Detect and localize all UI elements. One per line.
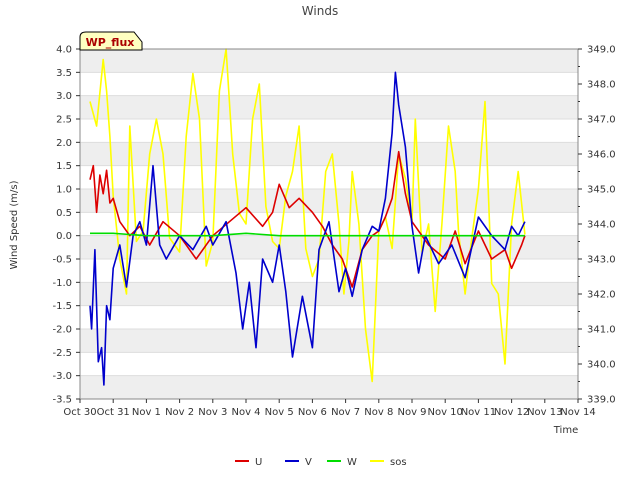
- y-tick-label: -3.5: [52, 395, 72, 406]
- badge-label: WP_flux: [86, 36, 135, 49]
- x-axis-label: Time: [553, 425, 578, 436]
- series-line-u: [89, 150, 526, 288]
- y2-tick-label: 349.0: [587, 45, 616, 56]
- x-tick-label: Nov 10: [427, 407, 462, 418]
- series-layer: [89, 48, 526, 386]
- x-tick-label: Nov 8: [364, 407, 393, 418]
- y-tick-label: -1.5: [52, 301, 72, 312]
- y-tick-label: 0.5: [56, 208, 72, 219]
- series-line-sos: [89, 48, 526, 383]
- background-band: [80, 189, 578, 213]
- x-tick-label: Oct 30: [63, 407, 96, 418]
- x-tick-label: Oct 31: [97, 407, 130, 418]
- y-tick-label: 2.5: [56, 115, 72, 126]
- y-tick-label: 3.5: [56, 68, 72, 79]
- y-tick-label: -1.0: [52, 278, 72, 289]
- y2-tick-label: 340.0: [587, 360, 616, 371]
- background-band: [80, 49, 578, 73]
- series-line-w: [90, 232, 525, 237]
- y2-tick-label: 343.0: [587, 255, 616, 266]
- background-band: [80, 282, 578, 306]
- y2-tick-label: 342.0: [587, 290, 616, 301]
- y2-tick-label: 346.0: [587, 150, 616, 161]
- y-tick-label: -0.5: [52, 255, 72, 266]
- legend-label-sos: sos: [390, 457, 407, 468]
- series-line-v: [89, 71, 526, 386]
- y2-tick-label: 339.0: [587, 395, 616, 406]
- background-band: [80, 329, 578, 353]
- x-tick-label: Nov 7: [331, 407, 360, 418]
- background-band: [80, 375, 578, 399]
- y-axis-label: Wind Speed (m/s): [9, 180, 20, 269]
- x-tick-label: Nov 14: [560, 407, 595, 418]
- x-tick-label: Nov 12: [494, 407, 529, 418]
- y2-tick-label: 345.0: [587, 185, 616, 196]
- x-tick-label: Nov 1: [132, 407, 161, 418]
- y2-tick-label: 341.0: [587, 325, 616, 336]
- y-tick-label: -2.0: [52, 325, 72, 336]
- x-tick-label: Nov 3: [198, 407, 227, 418]
- y-tick-label: 1.0: [56, 185, 72, 196]
- station-badge: WP_flux: [79, 31, 143, 51]
- chart-title: Winds: [302, 4, 338, 18]
- y-tick-label: 3.0: [56, 91, 72, 102]
- x-tick-label: Nov 13: [527, 407, 562, 418]
- x-tick-label: Nov 2: [165, 407, 194, 418]
- x-tick-label: Nov 11: [461, 407, 496, 418]
- y-tick-label: 4.0: [56, 45, 72, 56]
- y-tick-label: -3.0: [52, 371, 72, 382]
- badge-shape: [79, 31, 143, 51]
- x-tick-label: Nov 6: [298, 407, 327, 418]
- y2-tick-label: 348.0: [587, 80, 616, 91]
- x-tick-label: Nov 5: [265, 407, 294, 418]
- legend-label-u: U: [255, 457, 262, 468]
- y-tick-label: -2.5: [52, 348, 72, 359]
- y-tick-label: 1.5: [56, 161, 72, 172]
- y-tick-label: 2.0: [56, 138, 72, 149]
- x-tick-label: Nov 9: [397, 407, 426, 418]
- legend-label-v: V: [305, 457, 312, 468]
- background-band: [80, 95, 578, 119]
- y2-tick-label: 344.0: [587, 220, 616, 231]
- axis-ticks: -3.5 -3.0 -2.5 -2.0 -1.5 -1.0 -0.5 0.0 0.5 1.0 1.5…: [52, 45, 615, 419]
- y2-tick-label: 347.0: [587, 115, 616, 126]
- y-tick-label: 0.0: [56, 231, 72, 242]
- legend-label-w: W: [347, 457, 357, 468]
- x-tick-label: Nov 4: [231, 407, 260, 418]
